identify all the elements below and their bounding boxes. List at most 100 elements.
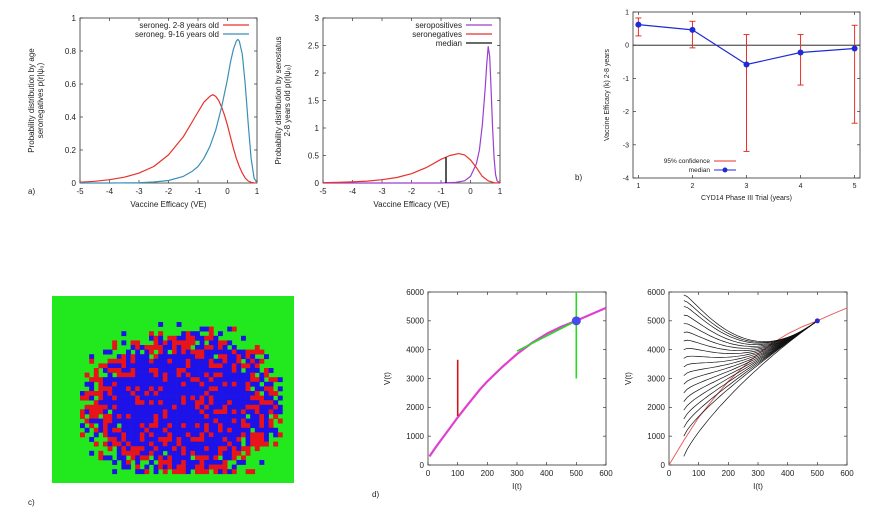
c-lattice-cell (89, 386, 95, 392)
c-lattice-cell (227, 386, 233, 392)
c-lattice-cell (190, 464, 196, 470)
c-lattice-cell (222, 381, 228, 387)
d1-x-tick-label: 500 (570, 469, 584, 478)
c-lattice-cell (190, 358, 196, 364)
c-lattice-cell (195, 414, 200, 419)
c-lattice-cell (126, 395, 131, 401)
c-lattice-cell (139, 354, 145, 360)
c-lattice-cell (250, 395, 256, 401)
c-lattice-cell (139, 377, 145, 383)
c-lattice-cell (185, 340, 191, 346)
c-lattice-cell (144, 345, 150, 350)
c-lattice-cell (162, 446, 168, 452)
c-lattice-cell (112, 381, 118, 387)
c-lattice-cell (121, 423, 127, 429)
c-lattice-cell (126, 409, 131, 415)
c-lattice-cell (185, 335, 191, 341)
c-lattice-cell (241, 335, 246, 341)
c-lattice-cell (135, 427, 141, 433)
c-lattice-cell (172, 437, 177, 442)
c-lattice-cell (208, 386, 214, 392)
c-lattice-cell (204, 409, 210, 415)
c-lattice-cell (213, 381, 219, 387)
d1-y-tick-label: 0 (420, 461, 425, 470)
c-lattice-cell (199, 450, 205, 456)
c-lattice-cell (135, 450, 141, 456)
c-lattice-cell (277, 404, 283, 410)
c-lattice-cell (208, 349, 214, 355)
c-lattice-cell (241, 409, 246, 415)
c-lattice-cell (158, 395, 164, 401)
c-lattice-cell (208, 418, 214, 424)
c-lattice-cell (204, 345, 210, 350)
c-lattice-cell (208, 460, 214, 465)
c-lattice-cell (181, 368, 187, 373)
d1-x-tick-label: 600 (599, 469, 613, 478)
c-lattice-cell (199, 372, 205, 378)
c-lattice-cell (185, 381, 191, 387)
c-lattice-cell (149, 450, 154, 456)
c-lattice-cell (208, 423, 214, 429)
c-lattice-cell (241, 354, 246, 360)
c-lattice-cell (149, 372, 154, 378)
c-lattice-cell (259, 372, 265, 378)
c-lattice-cell (176, 335, 182, 341)
c-lattice-cell (231, 400, 237, 406)
c-lattice-cell (103, 391, 108, 396)
c-lattice-cell (231, 395, 237, 401)
c-lattice-cell (144, 395, 150, 401)
c-lattice-cell (204, 368, 210, 373)
c-lattice-cell (190, 340, 196, 346)
a2-y-axis-label: 2-8 years old p(r|ψ₀) (283, 64, 292, 136)
c-lattice-cell (254, 414, 260, 419)
c-lattice-cell (208, 437, 214, 442)
c-lattice-cell (204, 441, 210, 447)
c-lattice-cell (222, 432, 228, 438)
c-lattice-cell (112, 391, 118, 396)
c-lattice-cell (185, 432, 191, 438)
c-lattice-cell (259, 358, 265, 364)
d2-y-tick-label: 2000 (647, 403, 665, 412)
c-lattice-cell (112, 427, 118, 433)
c-lattice-cell (162, 464, 168, 470)
c-lattice-cell (236, 395, 242, 401)
a2-y-tick-label: 3 (315, 14, 320, 23)
c-lattice-cell (231, 381, 237, 387)
c-lattice-cell (176, 354, 182, 360)
c-lattice-cell (181, 464, 187, 470)
d2-trajectory-line (683, 320, 818, 420)
c-lattice-cell (236, 450, 242, 456)
c-lattice-cell (126, 349, 131, 355)
c-lattice-cell (144, 432, 150, 438)
c-lattice-cell (213, 418, 219, 424)
a1-x-tick-label: 0 (225, 187, 230, 196)
c-lattice-cell (268, 391, 274, 396)
c-lattice-cell (176, 409, 182, 415)
c-lattice-cell (107, 427, 113, 433)
c-lattice-cell (199, 446, 205, 452)
c-lattice-cell (277, 432, 283, 438)
c-lattice-cell (112, 395, 118, 401)
b-legend-label: median (689, 167, 711, 174)
c-lattice-cell (176, 358, 182, 364)
c-lattice-cell (204, 386, 210, 392)
a2-x-tick-label: -4 (349, 187, 357, 196)
c-lattice-cell (199, 381, 205, 387)
c-lattice-cell (84, 391, 90, 396)
c-lattice-cell (204, 381, 210, 387)
c-lattice-cell (181, 335, 187, 341)
a1-x-tick-label: -3 (135, 187, 143, 196)
c-lattice-cell (112, 432, 118, 438)
c-lattice-cell (254, 404, 260, 410)
c-lattice-cell (190, 441, 196, 447)
c-lattice-cell (213, 441, 219, 447)
c-lattice-cell (264, 409, 269, 415)
c-lattice-cell (144, 450, 150, 456)
c-lattice-cell (80, 391, 85, 396)
c-lattice-cell (130, 427, 136, 433)
c-lattice-cell (158, 363, 164, 369)
b-x-tick-label: 2 (690, 183, 694, 190)
c-lattice-cell (185, 446, 191, 452)
c-lattice-cell (222, 423, 228, 429)
c-lattice-cell (139, 432, 145, 438)
